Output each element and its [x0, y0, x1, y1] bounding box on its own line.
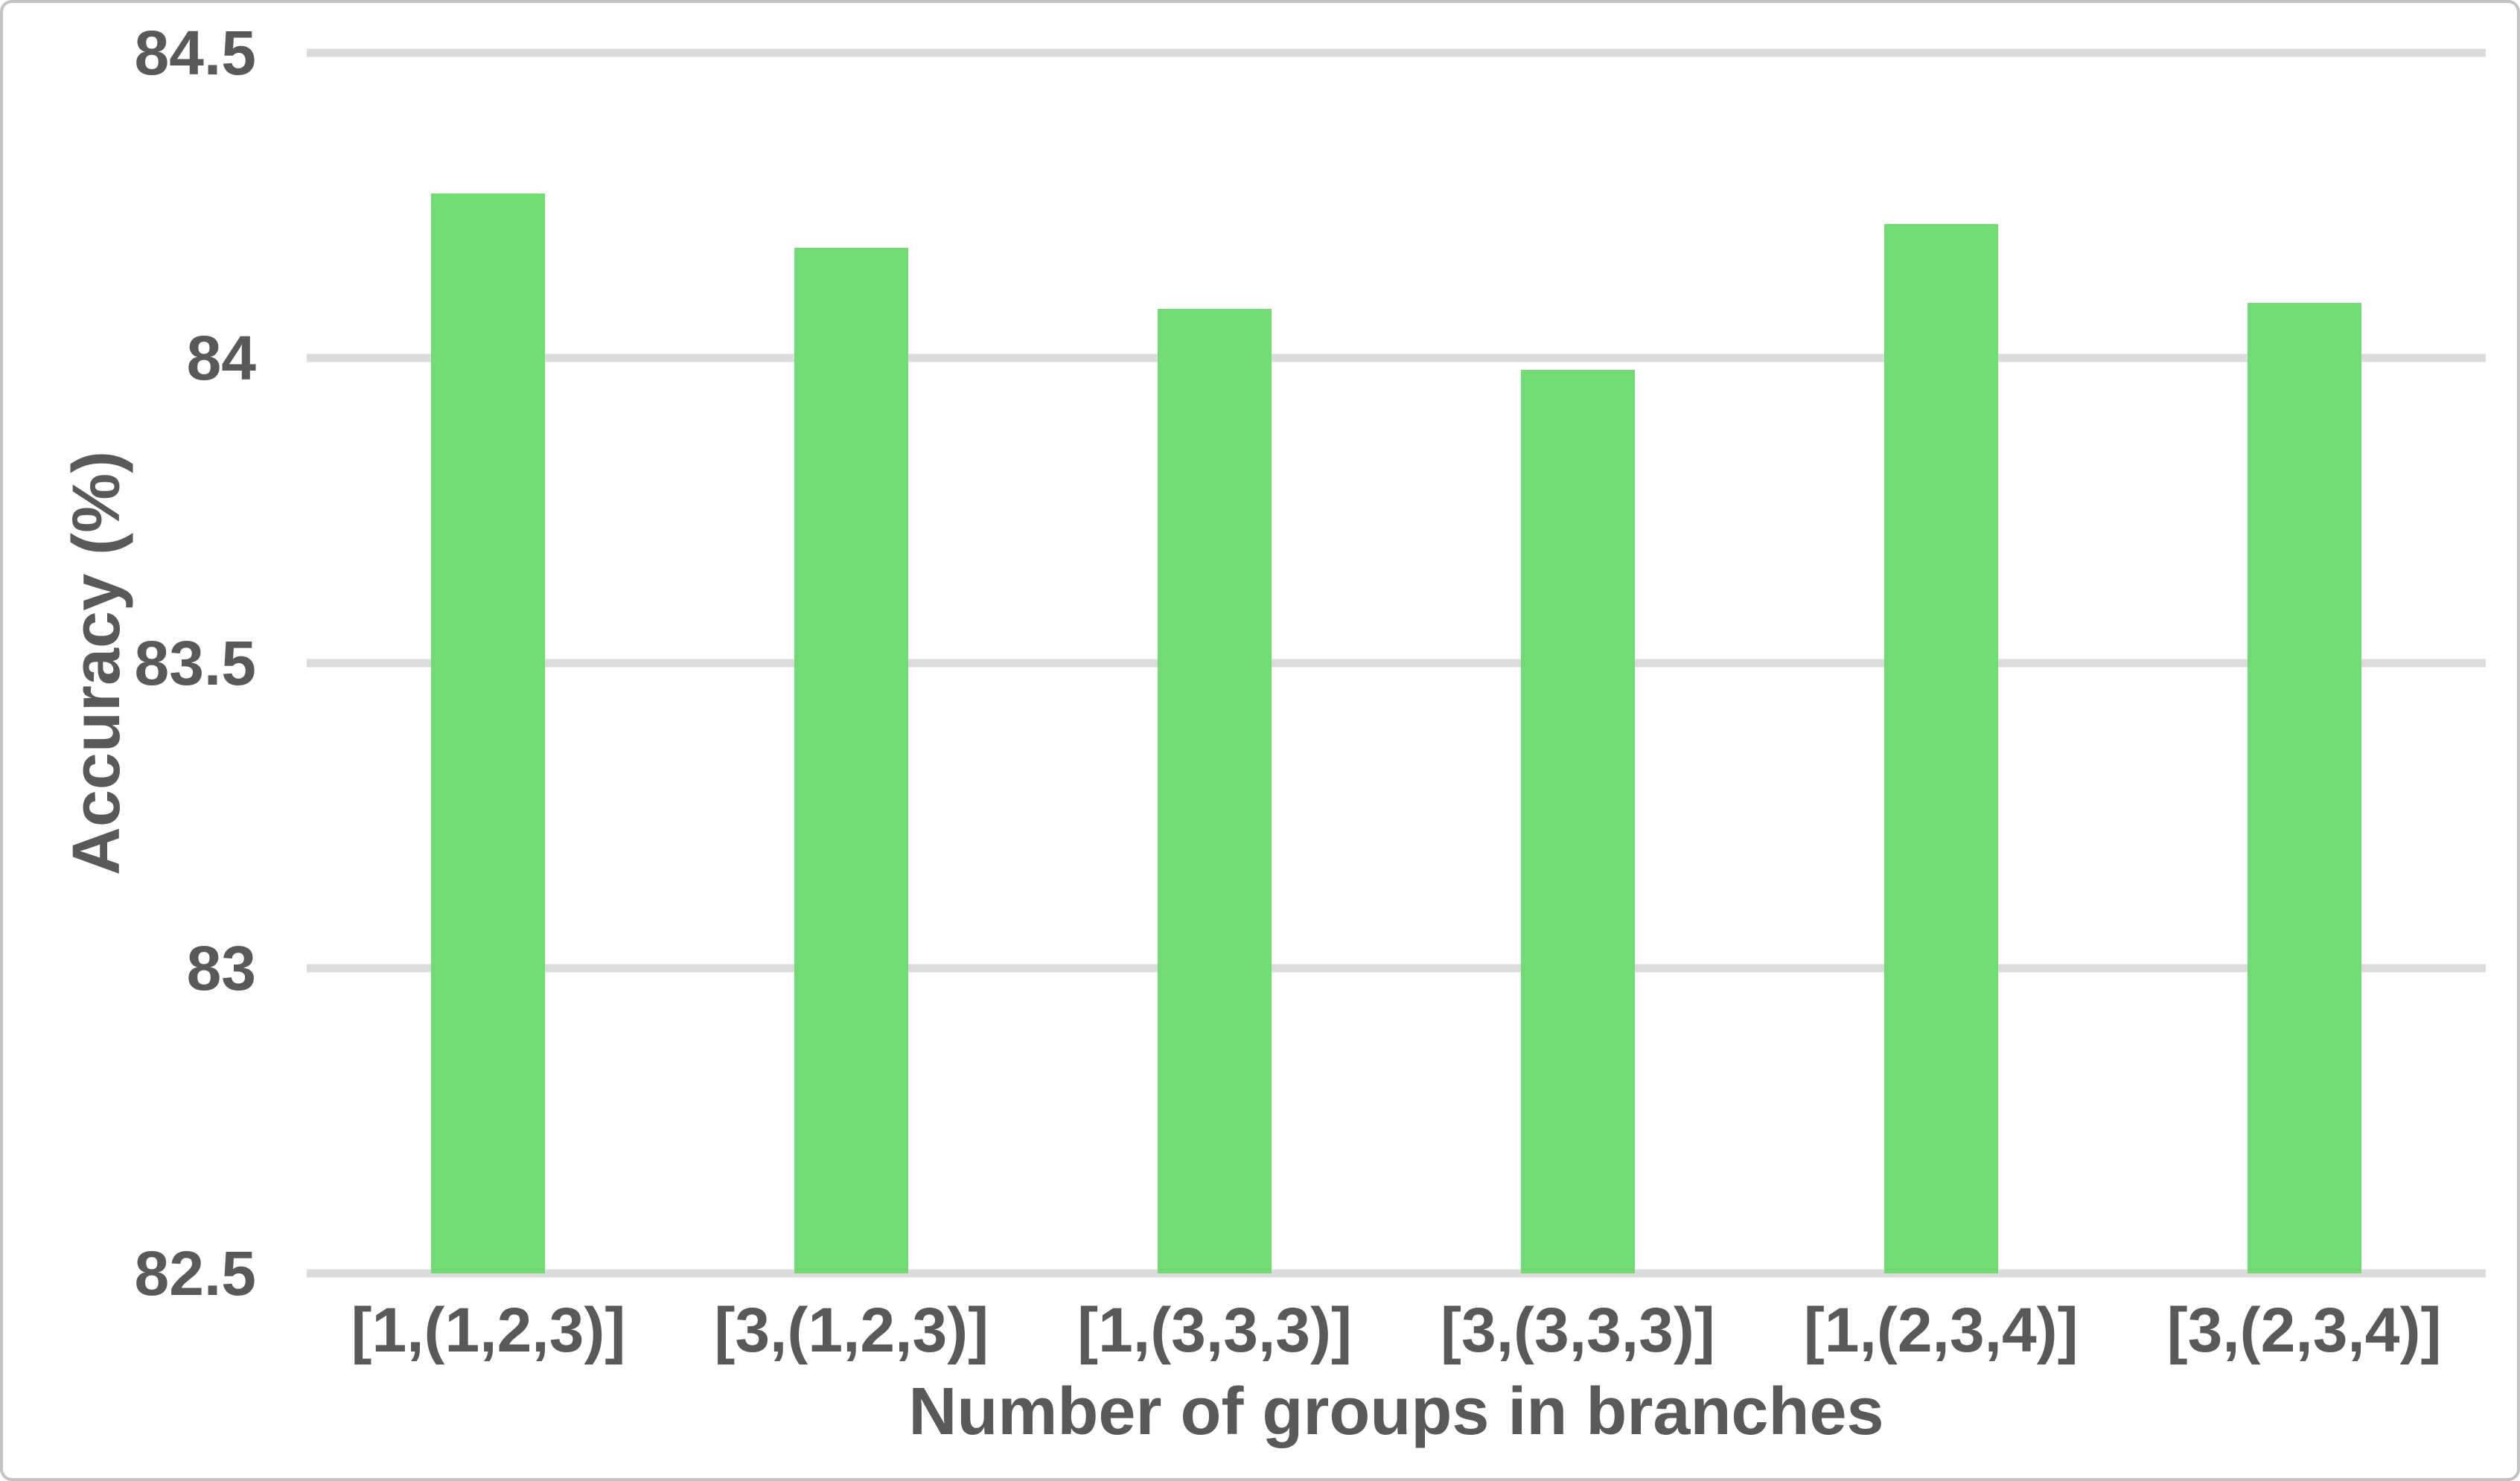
- x-tick-label: [1,(1,2,3)]: [351, 1295, 626, 1365]
- bar-[3,(3,3,3)]: [1520, 370, 1635, 1273]
- x-axis-tick-labels: [1,(1,2,3)] [3,(1,2,3)] [1,(3,3,3)] [3,(3,3…: [307, 1294, 2486, 1366]
- bar-slot: [2122, 53, 2486, 1273]
- bar-slot: [1396, 53, 1759, 1273]
- bar-slot: [1759, 53, 2122, 1273]
- gridline: [307, 964, 2486, 973]
- bar-[1,(3,3,3)]: [1158, 309, 1272, 1273]
- x-tick-label: [3,(3,3,3)]: [1441, 1295, 1715, 1365]
- bar-slot: [1033, 53, 1397, 1273]
- x-tick-label: [3,(1,2,3)]: [714, 1295, 989, 1365]
- x-tick-label: [1,(3,3,3)]: [1077, 1295, 1352, 1365]
- bar-[3,(1,2,3)]: [794, 248, 909, 1273]
- gridline: [307, 48, 2486, 57]
- y-tick-label: 83.5: [134, 628, 257, 698]
- bar-slot: [670, 53, 1033, 1273]
- bars-container: [307, 53, 2486, 1273]
- gridline: [307, 354, 2486, 362]
- x-tick-label: [3,(2,3,4)]: [2166, 1295, 2442, 1365]
- plot-area: [307, 48, 2486, 1278]
- bar-[1,(1,2,3)]: [431, 193, 546, 1273]
- x-tick-label: [1,(2,3,4)]: [1803, 1295, 2079, 1365]
- gridline: [307, 1269, 2486, 1278]
- y-tick-label: 82.5: [134, 1238, 257, 1308]
- bar-slot: [307, 53, 670, 1273]
- bar-[3,(2,3,4)]: [2247, 303, 2361, 1273]
- gridline: [307, 659, 2486, 668]
- bar-[1,(2,3,4)]: [1883, 223, 1998, 1273]
- y-axis-tick-labels: 84.5 84 83.5 83 82.5: [3, 22, 257, 1305]
- y-tick-label: 83: [186, 933, 256, 1003]
- y-tick-label: 84.5: [134, 18, 257, 88]
- y-tick-label: 84: [186, 323, 256, 393]
- x-axis-title: Number of groups in branches: [908, 1375, 1884, 1449]
